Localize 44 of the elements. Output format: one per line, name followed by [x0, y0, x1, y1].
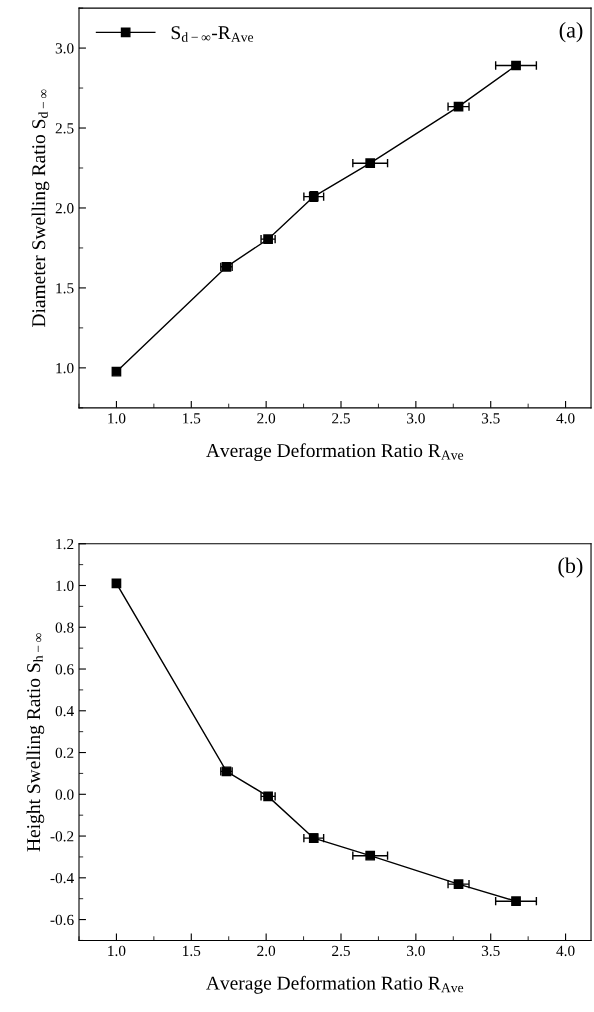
point: [365, 158, 376, 169]
y-tick-label: 0.8: [55, 622, 74, 633]
y-tick-label: 0.4: [55, 705, 74, 717]
x-tick-label: 3.5: [481, 413, 500, 424]
x-tick-label: 4.0: [556, 945, 575, 957]
x-tick-label: 3.5: [481, 945, 500, 957]
y-tick-label: 0.6: [55, 664, 74, 675]
point: [511, 896, 521, 907]
annotation: (a): [559, 22, 583, 43]
y-tick-label: -0.2: [50, 831, 74, 842]
point: [453, 879, 464, 889]
y-axis-title: Height Swelling Ratio S$_{h−∞}$: [26, 633, 45, 852]
y-tick-label: 1.5: [56, 283, 74, 294]
x-tick-label: 3.0: [407, 945, 425, 957]
y-tick-label: 1.0: [56, 363, 74, 374]
annotation: (b): [558, 557, 583, 578]
y-axis-title: Diameter Swelling Ratio S$_{d−∞}$: [31, 89, 50, 327]
y-tick-label: 1.0: [56, 580, 74, 592]
point: [511, 60, 521, 71]
y-tick-label: 2.5: [55, 123, 74, 134]
point: [453, 101, 464, 112]
legend-label: S$_{d−∞}$-R$_{Ave}$: [171, 26, 254, 42]
y-tick-label: -0.6: [50, 914, 74, 926]
x-tick-label: 2.5: [332, 413, 350, 424]
y-tick-label: 2.0: [55, 203, 74, 214]
x-tick-label: 2.0: [257, 413, 276, 424]
x-tick-label: 2.5: [332, 945, 350, 957]
y-tick-label: -0.4: [50, 872, 74, 884]
x-tick-label: 3.0: [407, 413, 425, 424]
y-tick-label: 0.0: [55, 789, 74, 800]
y-tick-label: 0.2: [55, 747, 74, 759]
x-tick-label: 2.0: [257, 945, 276, 957]
x-axis-title: Average Deformation Ratio R$_{Ave}$: [206, 975, 464, 994]
x-tick-label: 1.5: [183, 945, 201, 957]
x-axis-title: Average Deformation Ratio R$_{Ave}$: [206, 443, 464, 462]
x-tick-label: 4.0: [556, 413, 575, 424]
point: [308, 833, 319, 844]
y-tick-label: 1.2: [56, 538, 74, 550]
x-tick-label: 1.0: [108, 945, 126, 957]
x-tick-label: 1.5: [183, 413, 201, 424]
point: [111, 366, 122, 377]
y-tick-label: 3.0: [55, 43, 74, 54]
point: [365, 850, 376, 861]
x-tick-label: 1.0: [108, 413, 126, 424]
